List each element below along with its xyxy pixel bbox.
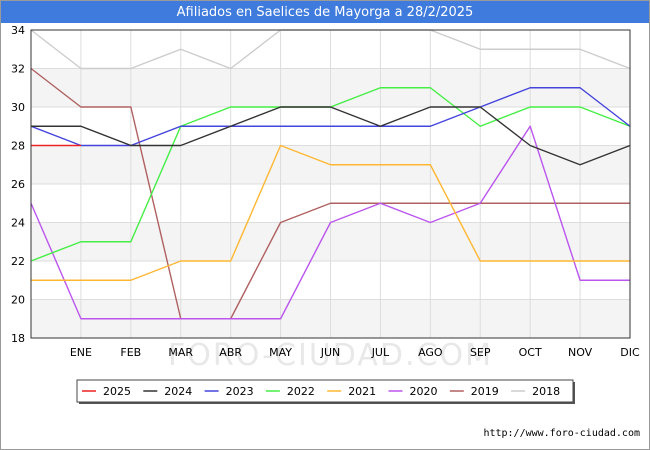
x-axis-ticks: ENE FEB MAR ABR MAY JUN JUL AGO SEP OCT NOV DIC: [70, 346, 640, 359]
y-tick-label: 18: [11, 332, 25, 345]
legend-label-2021: 2021: [348, 385, 376, 398]
y-axis-ticks: 18 20 22 24 26 28 30 32 34: [11, 24, 25, 345]
legend-label-2019: 2019: [471, 385, 499, 398]
legend-box: [76, 379, 574, 403]
x-tick-label: JUL: [371, 346, 390, 359]
chart-title: Afiliados en Saelices de Mayorga a 28/2/…: [1, 1, 649, 23]
legend-label-2025: 2025: [103, 385, 131, 398]
legend-label-2020: 2020: [410, 385, 438, 398]
y-tick-label: 34: [11, 24, 25, 37]
x-tick-label: OCT: [519, 346, 542, 359]
legend: 2025 2024 2023 2022 2021 2020 2019 2018: [76, 379, 575, 404]
legend-label-2022: 2022: [287, 385, 315, 398]
series-line-2020: [30, 125, 630, 320]
y-tick-label: 28: [11, 140, 25, 153]
x-tick-label: JUN: [320, 346, 341, 359]
y-tick-label: 24: [11, 217, 25, 230]
x-tick-label: FEB: [120, 346, 141, 359]
legend-label-2018: 2018: [532, 385, 560, 398]
x-tick-label: SEP: [470, 346, 491, 359]
source-url: http://www.foro-ciudad.com: [483, 428, 640, 439]
x-tick-label: DIC: [620, 346, 640, 359]
y-tick-label: 32: [11, 63, 25, 76]
series-line-2021: [31, 144, 630, 281]
legend-label-2023: 2023: [226, 385, 254, 398]
x-tick-label: NOV: [568, 346, 593, 359]
legend-label-2024: 2024: [164, 385, 192, 398]
y-tick-label: 26: [11, 178, 25, 191]
x-tick-label: AGO: [418, 346, 443, 359]
series-lines: [30, 29, 631, 320]
series-line-2019: [30, 67, 630, 320]
y-tick-label: 30: [11, 101, 25, 114]
x-tick-label: ENE: [70, 346, 92, 359]
plot-border: [30, 29, 631, 339]
watermark: FORO-CIUDAD.COM: [168, 338, 493, 373]
x-tick-label: ABR: [219, 346, 242, 359]
series-line-2024: [31, 106, 631, 166]
x-tick-label: MAY: [269, 346, 292, 359]
y-tick-label: 20: [11, 294, 25, 307]
x-tick-label: MAR: [168, 346, 193, 359]
y-tick-label: 22: [11, 255, 25, 268]
